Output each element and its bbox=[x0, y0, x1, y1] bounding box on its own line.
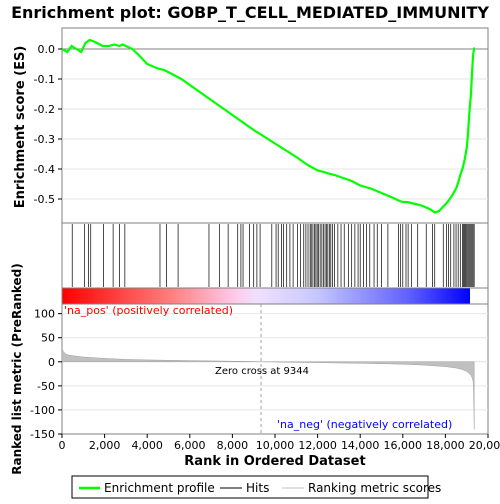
ranking-y-tick-label: -50 bbox=[37, 380, 55, 393]
negative-correlation-label: 'na_neg' (negatively correlated) bbox=[277, 418, 452, 431]
ranking-y-axis-label: Ranked list metric (PreRanked) bbox=[10, 263, 24, 475]
x-tick-label: 16,000 bbox=[384, 439, 423, 452]
ranking-y-tick-label: 50 bbox=[41, 332, 55, 345]
x-tick-label: 6,000 bbox=[174, 439, 206, 452]
legend-label-ranking-metric: Ranking metric scores bbox=[308, 481, 441, 495]
es-panel-frame bbox=[62, 28, 488, 223]
x-tick-label: 8,000 bbox=[217, 439, 249, 452]
x-tick-label: 4,000 bbox=[131, 439, 163, 452]
es-y-tick-label: -0.2 bbox=[34, 103, 55, 116]
es-y-tick-label: -0.3 bbox=[34, 133, 55, 146]
zero-cross-label: Zero cross at 9344 bbox=[215, 366, 309, 377]
ranking-y-tick-label: 100 bbox=[34, 308, 55, 321]
x-tick-label: 18,000 bbox=[426, 439, 465, 452]
x-tick-label: 14,000 bbox=[341, 439, 380, 452]
legend: Enrichment profile Hits Ranking metric sco… bbox=[79, 481, 441, 495]
es-y-tick-label: -0.5 bbox=[34, 193, 55, 206]
chart-title: Enrichment plot: GOBP_T_CELL_MEDIATED_IM… bbox=[11, 3, 489, 22]
ranking-y-tick-label: 0 bbox=[48, 356, 55, 369]
x-axis-label: Rank in Ordered Dataset bbox=[184, 454, 365, 469]
es-y-tick-label: -0.1 bbox=[34, 73, 55, 86]
x-tick-label: 0 bbox=[59, 439, 66, 452]
hits-panel-frame bbox=[62, 223, 488, 288]
legend-label-enrichment-profile: Enrichment profile bbox=[104, 481, 215, 495]
x-tick-label: 2,000 bbox=[89, 439, 121, 452]
positive-correlation-label: 'na_pos' (positively correlated) bbox=[64, 304, 233, 317]
es-y-tick-label: -0.4 bbox=[34, 163, 55, 176]
ranking-y-tick-label: -150 bbox=[30, 428, 55, 441]
x-tick-label: 12,000 bbox=[298, 439, 337, 452]
es-y-tick-label: 0.0 bbox=[38, 43, 56, 56]
ranking-color-bar bbox=[62, 288, 470, 304]
ranking-y-tick-label: -100 bbox=[30, 404, 55, 417]
x-tick-label: 20,000 bbox=[469, 439, 500, 452]
legend-label-hits: Hits bbox=[246, 481, 269, 495]
es-y-axis-label: Enrichment score (ES) bbox=[13, 46, 28, 209]
x-tick-label: 10,000 bbox=[256, 439, 295, 452]
